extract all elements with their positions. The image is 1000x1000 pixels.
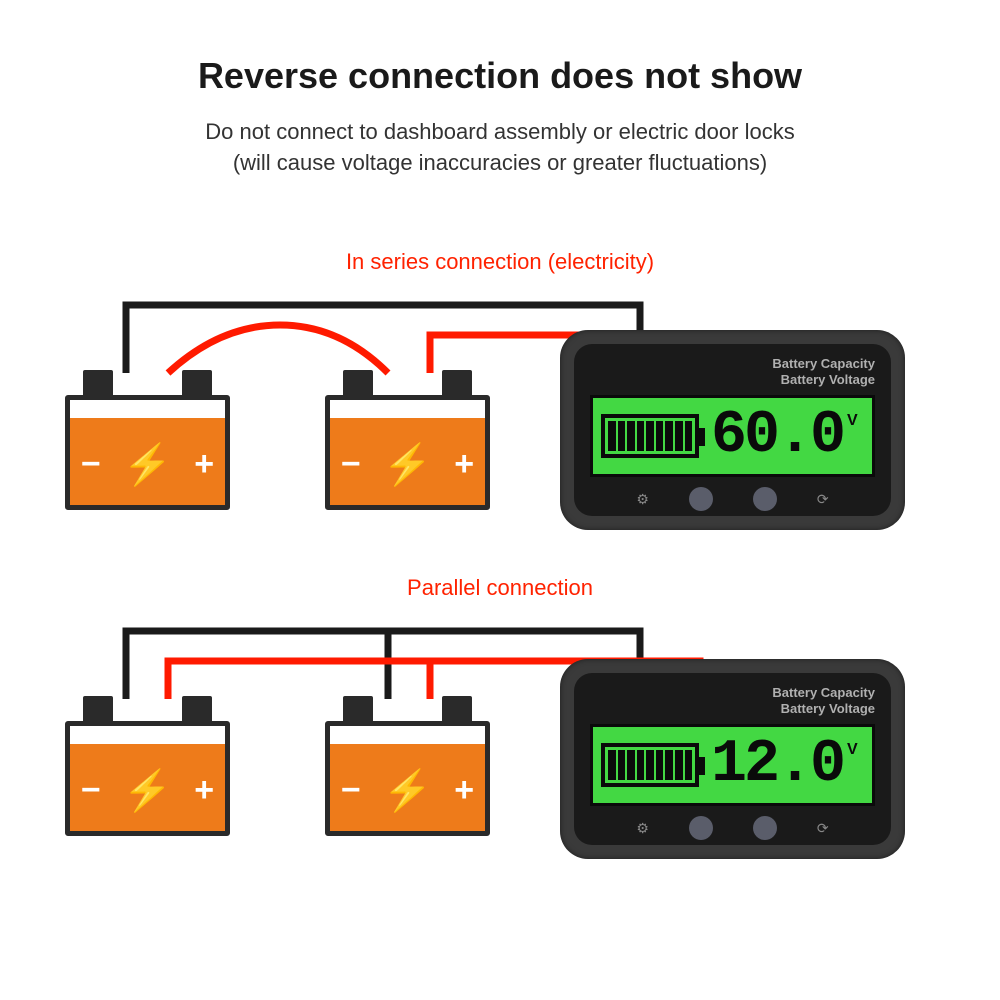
series-label: In series connection (electricity)	[0, 249, 1000, 275]
meter-button-1[interactable]	[689, 816, 713, 840]
battery-symbols: − ⚡ +	[330, 751, 485, 831]
battery-symbols: − ⚡ +	[70, 751, 225, 831]
terminal-pos	[442, 696, 472, 724]
bat-bar	[637, 421, 645, 451]
subtitle-line1: Do not connect to dashboard assembly or …	[205, 119, 794, 144]
terminal-neg	[83, 696, 113, 724]
minus-icon: −	[341, 445, 361, 484]
bat-bar	[675, 750, 683, 780]
bolt-icon: ⚡	[123, 441, 173, 488]
voltage-unit: V	[847, 741, 858, 759]
meter-inner: Battery Capacity Battery Voltage 12.0 V	[574, 673, 891, 845]
subtitle-line2: (will cause voltage inaccuracies or grea…	[233, 150, 767, 175]
refresh-icon: ⟳	[817, 491, 829, 508]
parallel-battery-2: − ⚡ +	[325, 696, 490, 836]
parallel-label: Parallel connection	[0, 575, 1000, 601]
minus-icon: −	[81, 771, 101, 810]
bat-bar	[665, 750, 673, 780]
meter-button-2[interactable]	[753, 487, 777, 511]
voltage-reading: 60.0	[711, 406, 843, 466]
plus-icon: +	[194, 445, 214, 484]
gear-icon: ⚙	[636, 820, 649, 837]
bat-bar	[656, 750, 664, 780]
meter-button-2[interactable]	[753, 816, 777, 840]
parallel-diagram: − ⚡ + − ⚡ + Battery Capacity Battery Vol…	[0, 601, 1000, 881]
battery-body: − ⚡ +	[65, 721, 230, 836]
bolt-icon: ⚡	[123, 767, 173, 814]
terminal-pos	[182, 370, 212, 398]
refresh-icon: ⟳	[817, 820, 829, 837]
bat-bar	[618, 421, 626, 451]
series-meter: Battery Capacity Battery Voltage 60.0 V	[560, 330, 905, 530]
bat-bar	[665, 421, 673, 451]
battery-terminals	[65, 370, 230, 398]
bat-bar	[608, 421, 616, 451]
battery-body: − ⚡ +	[65, 395, 230, 510]
lcd-screen: 12.0 V	[590, 724, 875, 806]
meter-buttons: ⚙ ⟳	[590, 487, 875, 511]
plus-icon: +	[194, 771, 214, 810]
bat-bar	[675, 421, 683, 451]
series-diagram: − ⚡ + − ⚡ + Battery Capacity Battery Vol…	[0, 275, 1000, 555]
bat-bar	[637, 750, 645, 780]
bat-bar	[618, 750, 626, 780]
terminal-neg	[343, 696, 373, 724]
meter-label1: Battery Capacity	[590, 685, 875, 702]
meter-inner: Battery Capacity Battery Voltage 60.0 V	[574, 344, 891, 516]
parallel-battery-1: − ⚡ +	[65, 696, 230, 836]
terminal-neg	[343, 370, 373, 398]
battery-body: − ⚡ +	[325, 721, 490, 836]
bat-bar	[627, 421, 635, 451]
battery-symbols: − ⚡ +	[70, 425, 225, 505]
terminal-pos	[442, 370, 472, 398]
main-title: Reverse connection does not show	[0, 0, 1000, 97]
series-battery-1: − ⚡ +	[65, 370, 230, 510]
plus-icon: +	[454, 771, 474, 810]
bolt-icon: ⚡	[383, 767, 433, 814]
meter-label2: Battery Voltage	[590, 701, 875, 718]
meter-label1: Battery Capacity	[590, 356, 875, 373]
battery-terminals	[65, 696, 230, 724]
bat-bar	[656, 421, 664, 451]
minus-icon: −	[341, 771, 361, 810]
bat-bar	[685, 421, 693, 451]
meter-buttons: ⚙ ⟳	[590, 816, 875, 840]
battery-terminals	[325, 370, 490, 398]
bat-bar	[608, 750, 616, 780]
bat-bar	[646, 750, 654, 780]
meter-button-1[interactable]	[689, 487, 713, 511]
voltage-reading: 12.0	[711, 735, 843, 795]
subtitle: Do not connect to dashboard assembly or …	[0, 117, 1000, 179]
lcd-screen: 60.0 V	[590, 395, 875, 477]
terminal-neg	[83, 370, 113, 398]
meter-label2: Battery Voltage	[590, 372, 875, 389]
battery-terminals	[325, 696, 490, 724]
battery-level-icon	[601, 414, 699, 458]
battery-body: − ⚡ +	[325, 395, 490, 510]
battery-level-icon	[601, 743, 699, 787]
bat-bar	[646, 421, 654, 451]
battery-top-stripe	[330, 400, 485, 418]
terminal-pos	[182, 696, 212, 724]
voltage-unit: V	[847, 412, 858, 430]
bat-bar	[685, 750, 693, 780]
parallel-meter: Battery Capacity Battery Voltage 12.0 V	[560, 659, 905, 859]
bolt-icon: ⚡	[383, 441, 433, 488]
battery-top-stripe	[330, 726, 485, 744]
battery-symbols: − ⚡ +	[330, 425, 485, 505]
battery-top-stripe	[70, 726, 225, 744]
battery-top-stripe	[70, 400, 225, 418]
gear-icon: ⚙	[636, 491, 649, 508]
plus-icon: +	[454, 445, 474, 484]
minus-icon: −	[81, 445, 101, 484]
series-red-arc	[168, 325, 388, 373]
series-battery-2: − ⚡ +	[325, 370, 490, 510]
bat-bar	[627, 750, 635, 780]
